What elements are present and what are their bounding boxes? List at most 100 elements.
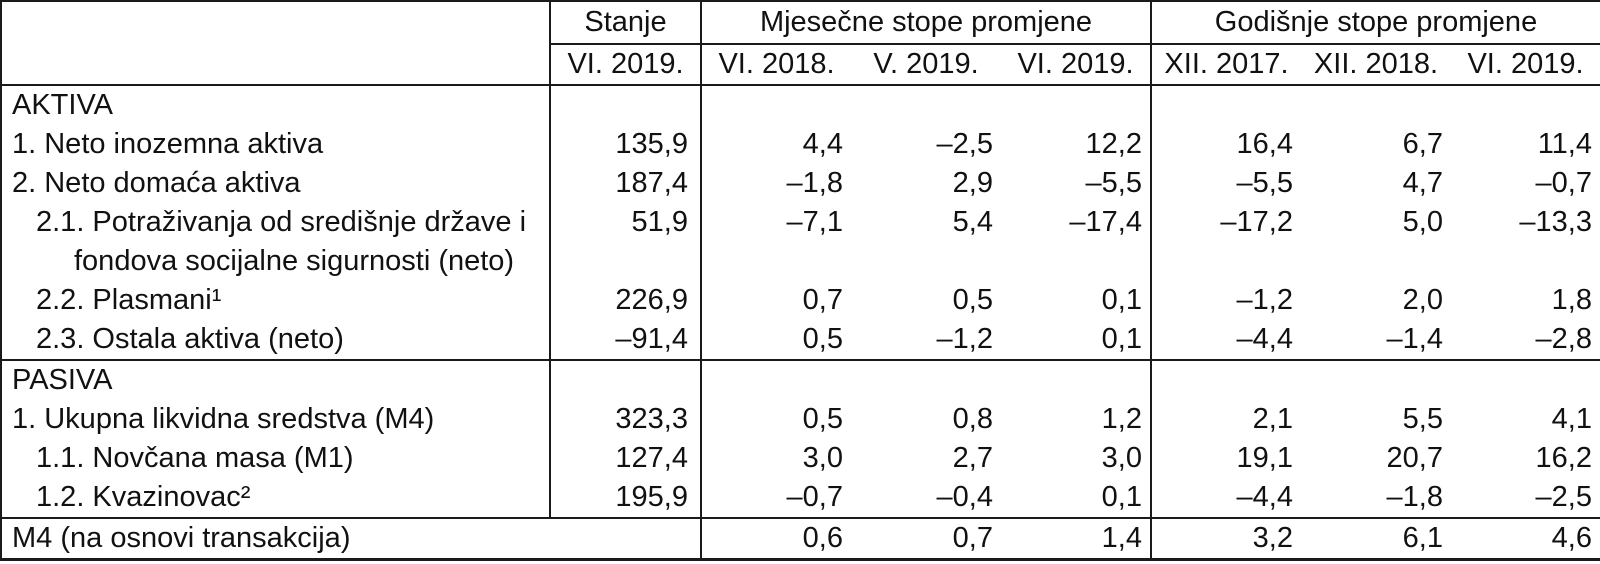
row-label: 2.1. Potraživanja od središnje države i f… <box>1 203 550 281</box>
value-cell: 1,4 <box>1001 517 1151 560</box>
footer-label: M4 (na osnovi transakcija) <box>1 517 701 560</box>
value-cell <box>549 359 701 400</box>
value-cell: 0,6 <box>700 517 851 560</box>
section-row-pasiva: PASIVA <box>1 359 1600 400</box>
value-cell <box>1150 359 1301 400</box>
value-cell: 0,1 <box>1101 481 1142 513</box>
value-cell <box>1451 85 1600 125</box>
value-cell: 0,1 <box>1101 284 1142 316</box>
table-row: 1. Neto inozemna aktiva 135,9 4,4 –2,5 1… <box>1 125 1600 164</box>
column-header-stanje-period: VI. 2019. <box>549 44 701 85</box>
table-row: 1.2. Kvazinovac² 195,9 –0,7 –0,4 0,1 –4,… <box>1 478 1600 518</box>
section-label: AKTIVA <box>12 89 113 121</box>
table-row: 1.1. Novčana masa (M1) 127,4 3,0 2,7 3,0… <box>1 439 1600 478</box>
value-cell: 0,5 <box>952 284 993 316</box>
value-cell: 20,7 <box>1386 442 1443 474</box>
value-cell: 4,4 <box>700 125 851 164</box>
row-label: 1. Neto inozemna aktiva <box>12 128 324 160</box>
value-cell: 127,4 <box>549 439 701 478</box>
value-cell <box>549 85 701 125</box>
table-row: 2.3. Ostala aktiva (neto) –91,4 0,5 –1,2… <box>1 320 1600 360</box>
value-cell <box>1301 359 1451 400</box>
value-cell: 0,5 <box>700 320 851 360</box>
value-cell: –91,4 <box>549 320 701 360</box>
value-cell <box>700 85 851 125</box>
row-label: 1.2. Kvazinovac² <box>36 481 251 513</box>
value-cell: 187,4 <box>549 164 701 203</box>
value-cell <box>1301 85 1451 125</box>
value-cell: –2,5 <box>936 128 993 160</box>
value-cell: 6,7 <box>1402 128 1443 160</box>
row-label: 2.2. Plasmani¹ <box>36 284 222 316</box>
column-header-annual-1: XII. 2017. <box>1150 44 1301 85</box>
value-cell: 6,1 <box>1301 517 1451 560</box>
value-cell: 2,0 <box>1402 284 1443 316</box>
value-cell <box>1451 359 1600 400</box>
value-cell: –4,4 <box>1150 478 1301 518</box>
value-cell: 3,2 <box>1150 517 1301 560</box>
value-cell: 16,4 <box>1150 125 1301 164</box>
column-header-monthly-2: V. 2019. <box>873 48 979 80</box>
value-cell: 2,7 <box>952 442 993 474</box>
column-header-annual-3: VI. 2019. <box>1467 48 1584 80</box>
value-cell: 12,2 <box>1085 128 1142 160</box>
value-cell: –0,7 <box>1535 167 1592 199</box>
header-group-row: Stanje Mjesečne stope promjene Godišnje … <box>1 1 1600 45</box>
value-cell: 0,1 <box>1101 323 1142 355</box>
value-cell: 323,3 <box>549 400 701 439</box>
value-cell: –2,8 <box>1535 323 1592 355</box>
value-cell: 0,5 <box>700 400 851 439</box>
value-cell: 5,0 <box>1402 206 1443 238</box>
value-cell: –5,5 <box>1150 164 1301 203</box>
value-cell: 2,9 <box>952 167 993 199</box>
value-cell: –7,1 <box>700 203 851 281</box>
value-cell: 4,1 <box>1551 403 1592 435</box>
value-cell: –0,7 <box>700 478 851 518</box>
value-cell: 2,1 <box>1150 400 1301 439</box>
row-label: 1. Ukupna likvidna sredstva (M4) <box>12 403 435 435</box>
value-cell: 1,8 <box>1551 284 1592 316</box>
value-cell <box>851 359 1001 400</box>
value-cell: 11,4 <box>1537 128 1592 160</box>
footer-row-m4-transactions: M4 (na osnovi transakcija) 0,6 0,7 1,4 3… <box>1 517 1600 560</box>
value-cell: –17,4 <box>1069 206 1142 238</box>
value-cell: 4,7 <box>1402 167 1443 199</box>
value-cell: 19,1 <box>1150 439 1301 478</box>
column-header-annual-2: XII. 2018. <box>1313 48 1439 80</box>
value-cell: 5,5 <box>1402 403 1443 435</box>
value-cell: 3,0 <box>1101 442 1142 474</box>
section-label: PASIVA <box>1 359 550 400</box>
row-label: 2.3. Ostala aktiva (neto) <box>36 323 344 355</box>
row-label: 2. Neto domaća aktiva <box>12 167 301 199</box>
corner-cell <box>1 1 550 85</box>
value-cell: 4,6 <box>1451 517 1600 560</box>
value-cell: –17,2 <box>1150 203 1301 281</box>
value-cell: 135,9 <box>549 125 701 164</box>
value-cell: –1,8 <box>1386 481 1443 513</box>
value-cell <box>851 85 1001 125</box>
value-cell: –0,4 <box>936 481 993 513</box>
stanje-group-header: Stanje <box>549 1 701 45</box>
value-cell: 51,9 <box>549 203 701 281</box>
value-cell: –1,8 <box>700 164 851 203</box>
value-cell: –13,3 <box>1519 206 1592 238</box>
value-cell <box>1001 359 1151 400</box>
value-cell: 16,2 <box>1535 442 1592 474</box>
value-cell <box>1150 85 1301 125</box>
value-cell: 0,7 <box>700 281 851 320</box>
row-label-line1: 2.1. Potraživanja od središnje države i <box>36 206 527 238</box>
column-header-monthly-1: VI. 2018. <box>700 44 851 85</box>
table-row: 2. Neto domaća aktiva 187,4 –1,8 2,9 –5,… <box>1 164 1600 203</box>
table-row: 2.2. Plasmani¹ 226,9 0,7 0,5 0,1 –1,2 2,… <box>1 281 1600 320</box>
value-cell: –2,5 <box>1535 481 1592 513</box>
section-row-aktiva: AKTIVA <box>1 85 1600 125</box>
value-cell: 0,8 <box>952 403 993 435</box>
value-cell: –4,4 <box>1150 320 1301 360</box>
value-cell: –5,5 <box>1085 167 1142 199</box>
value-cell <box>700 359 851 400</box>
value-cell: 195,9 <box>549 478 701 518</box>
header-period-row: VI. 2019. VI. 2018. V. 2019. VI. 2019. X… <box>1 44 1600 85</box>
value-cell: 0,7 <box>851 517 1001 560</box>
value-cell: 5,4 <box>952 206 993 238</box>
